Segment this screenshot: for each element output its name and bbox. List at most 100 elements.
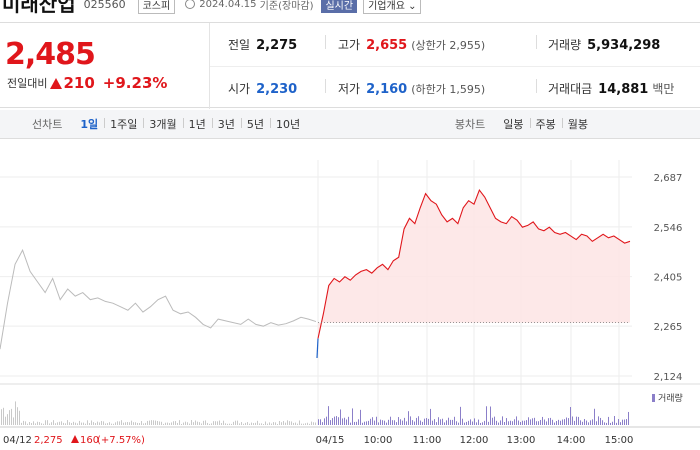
prev-volume-bar <box>299 420 300 425</box>
prev-volume-bar <box>221 423 222 425</box>
prev-volume-bar <box>261 423 262 425</box>
today-volume-bar <box>604 422 605 425</box>
prev-volume-bar <box>205 420 206 425</box>
today-volume-bar <box>488 421 489 425</box>
prev-volume-bar <box>301 423 302 425</box>
prev-volume-bar <box>91 420 92 425</box>
prev-volume-bar <box>35 423 36 425</box>
period-3y[interactable]: 3년 <box>211 116 241 132</box>
prev-volume-bar <box>241 422 242 425</box>
today-volume-bar <box>538 421 539 425</box>
upper-limit: (상한가 2,955) <box>411 39 486 52</box>
x-tick-label: 04/15 <box>316 435 345 446</box>
today-volume-bar <box>366 421 367 425</box>
prev-volume-bar <box>233 421 234 425</box>
today-volume-bar <box>470 419 471 425</box>
today-volume-bar <box>426 418 427 425</box>
today-volume-bar <box>542 416 543 425</box>
today-volume-bar <box>374 420 375 425</box>
prev-volume-bar <box>169 423 170 425</box>
prev-volume-bar <box>315 422 316 425</box>
prev-volume-bar <box>201 423 202 425</box>
prev-volume-bar <box>253 423 254 425</box>
today-volume-bar <box>506 418 507 425</box>
today-volume-bar <box>494 416 495 425</box>
chart-grid <box>0 160 700 428</box>
today-volume-bar <box>496 420 497 425</box>
candle-monthly[interactable]: 월봉 <box>561 116 594 132</box>
chevron-down-icon: ⌄ <box>408 0 417 12</box>
prev-volume-bar <box>41 423 42 425</box>
prev-volume-bar <box>105 423 106 425</box>
prev-volume-bar <box>255 422 256 425</box>
prev-volume-bar <box>259 423 260 425</box>
prev-volume-bar <box>257 420 258 425</box>
clock-icon <box>185 0 196 9</box>
today-volume-bar <box>342 418 343 425</box>
prev-volume-bar <box>23 420 24 425</box>
prev-volume-bar <box>151 420 152 425</box>
prev-volume-bar <box>49 423 50 425</box>
realtime-button[interactable]: 실시간 <box>321 0 358 13</box>
period-1w[interactable]: 1주일 <box>104 116 143 132</box>
today-volume-bar <box>580 420 581 425</box>
today-volume-bar <box>602 420 603 425</box>
prev-day-line <box>0 248 317 350</box>
prev-close: 전일 2,275 <box>228 36 297 53</box>
y-tick-label: 2,265 <box>654 322 683 333</box>
today-volume-bar <box>554 422 555 425</box>
prev-volume-bar <box>89 423 90 425</box>
prev-volume-bar <box>295 422 296 425</box>
prev-volume-bar <box>7 414 8 425</box>
prev-volume-bar <box>247 422 248 425</box>
candle-daily[interactable]: 일봉 <box>503 118 524 131</box>
period-10y[interactable]: 10년 <box>270 116 306 132</box>
today-volume-bar <box>468 420 469 425</box>
today-volume-bar <box>382 420 383 425</box>
change-amount: 210 <box>63 74 95 92</box>
line-chart-label: 선차트 <box>32 118 63 131</box>
today-volume-bar <box>512 421 513 425</box>
y-tick-label: 2,405 <box>654 273 683 284</box>
prev-volume-bar <box>177 422 178 425</box>
prev-volume-bar <box>11 408 12 425</box>
prev-volume-bar <box>99 422 100 425</box>
prev-volume-bar <box>117 421 118 425</box>
prev-volume-bar <box>81 422 82 425</box>
today-volume-bar <box>612 421 613 425</box>
period-1d[interactable]: 1일 <box>80 118 99 131</box>
prev-volume-bar <box>19 410 20 425</box>
prev-volume-bar <box>143 423 144 425</box>
prev-volume-bar <box>157 421 158 425</box>
period-1y[interactable]: 1년 <box>182 116 212 132</box>
prev-volume-bar <box>235 420 236 425</box>
today-volume-bar <box>596 421 597 425</box>
prev-volume-bar <box>215 421 216 425</box>
prev-volume-bar <box>25 421 26 425</box>
period-3m[interactable]: 3개월 <box>143 116 182 132</box>
today-area-fill <box>318 190 630 339</box>
today-volume-bar <box>594 408 595 425</box>
period-5y[interactable]: 5년 <box>240 116 270 132</box>
candle-weekly[interactable]: 주봉 <box>529 116 562 132</box>
prev-volume-bar <box>303 423 304 425</box>
prev-volume-bar <box>67 420 68 425</box>
today-volume-bar <box>400 419 401 425</box>
prev-volume-bar <box>121 420 122 425</box>
today-volume-bar <box>352 408 353 425</box>
prev-volume-bar <box>127 422 128 425</box>
today-volume-bar <box>532 418 533 425</box>
today-volume-bar <box>350 422 351 425</box>
open-price: 시가 2,230 <box>228 80 297 97</box>
prev-volume-bar <box>39 422 40 425</box>
today-volume-bar <box>578 416 579 425</box>
today-volume-bar <box>572 416 573 425</box>
amount-unit: 백만 <box>652 82 675 96</box>
today-volume-bar <box>440 419 441 425</box>
prev-volume-bar <box>209 423 210 425</box>
company-info-button[interactable]: 기업개요 ⌄ <box>363 0 422 14</box>
prev-volume-bar <box>31 423 32 425</box>
prev-volume-bar <box>227 423 228 425</box>
price-chart[interactable]: 2,687 2,546 2,405 2,265 2,124 04/15 10:00 11:0… <box>0 140 700 450</box>
today-volume-bar <box>360 409 361 425</box>
